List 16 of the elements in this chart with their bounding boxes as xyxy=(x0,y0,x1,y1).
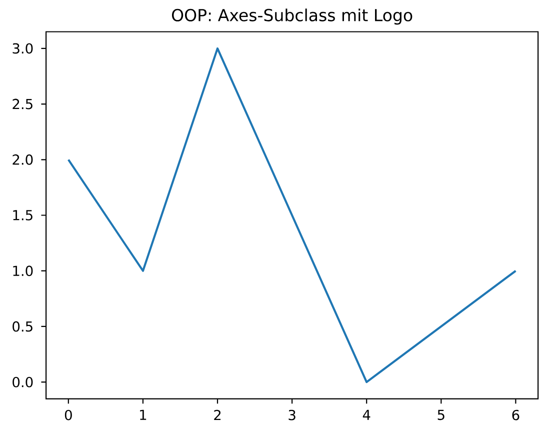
x-tick-label: 4 xyxy=(362,410,370,420)
y-tick-label: 0.0 xyxy=(12,377,33,388)
x-tick-label: 1 xyxy=(140,410,146,420)
y-tick-label: 3.0 xyxy=(12,43,33,54)
x-tick-label: 2 xyxy=(214,410,221,420)
y-tick-label: 1.5 xyxy=(13,210,32,221)
line-series xyxy=(67,48,517,384)
y-tick-label: 1.0 xyxy=(13,266,33,276)
x-tick-label: 6 xyxy=(512,410,520,420)
x-tick-label: 0 xyxy=(64,410,72,420)
y-tick-label: 2.5 xyxy=(12,99,32,110)
x-tick-label: 5 xyxy=(438,410,444,420)
y-tick-label: 0.5 xyxy=(12,321,32,332)
y-tick-label: 2.0 xyxy=(12,154,33,166)
x-tick-label: 3 xyxy=(288,410,296,420)
chart-title: OOP: Axes-Subclass mit Logo xyxy=(172,8,412,25)
